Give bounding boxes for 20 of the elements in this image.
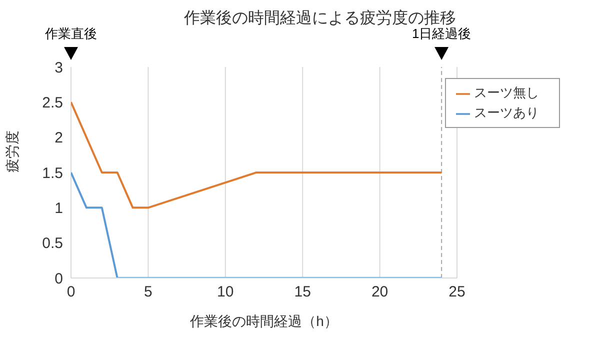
chart-title: 作業後の時間経過による疲労度の推移 (184, 10, 456, 27)
x-tick-label: 0 (66, 284, 76, 301)
x-tick-label: 10 (217, 284, 234, 301)
y-tick-label: 1.5 (42, 164, 63, 182)
ref-line-label: 1日経過後 (412, 26, 472, 41)
legend-label: スーツ無し (474, 85, 539, 100)
x-tick-label: 15 (294, 284, 311, 301)
y-tick-label: 0 (54, 270, 63, 288)
x-tick-label: 20 (371, 284, 388, 301)
text: 作業直後 (44, 26, 97, 41)
x-tick-label: 25 (448, 284, 466, 301)
y-tick-label: 1 (54, 200, 63, 217)
y-axis-title: 疲労度 (4, 130, 20, 172)
legend-label: スーツあり (474, 105, 539, 120)
y-tick-label: 3 (54, 59, 63, 76)
y-tick-label: 2.5 (42, 94, 63, 112)
y-tick-label: 0.5 (42, 235, 63, 252)
y-tick-label: 2 (54, 130, 63, 147)
x-axis-title: 作業後の時間経過（h） (189, 313, 338, 329)
x-tick-label: 5 (144, 284, 152, 301)
